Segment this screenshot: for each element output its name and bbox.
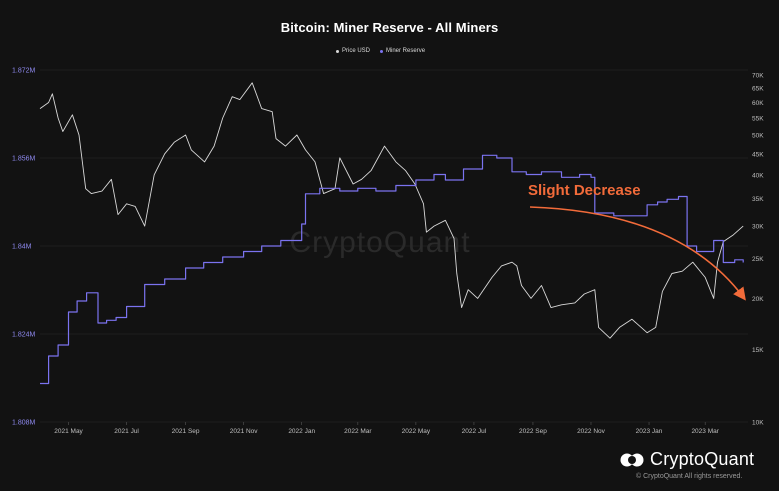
- legend-item-price[interactable]: Price USD: [336, 48, 370, 54]
- x-axis: 2021 May 2021 Jul 2021 Sep 2021 Nov 2022 Jan…: [54, 422, 720, 435]
- right-axis-tick-label: 65K: [752, 86, 764, 93]
- right-axis-tick-label: 10K: [752, 420, 764, 427]
- annotation-text: Slight Decrease: [528, 182, 641, 199]
- left-axis-tick-label: 1.808M: [12, 420, 36, 427]
- legend-item-reserve[interactable]: Miner Reserve: [380, 48, 425, 54]
- left-axis-tick-label: 1.84M: [12, 244, 32, 251]
- right-axis-tick-label: 35K: [752, 196, 764, 203]
- right-axis-tick-label: 45K: [752, 151, 764, 158]
- right-axis: 10K 15K 20K 25K 30K 35K 40K 45K 50K 55K 60K 65K 70K: [752, 73, 764, 427]
- watermark: CryptoQuant: [289, 226, 470, 259]
- right-axis-tick-label: 50K: [752, 133, 764, 140]
- series-line-price-usd: [39, 82, 744, 339]
- cryptoquant-logo-icon: [620, 453, 644, 466]
- annotation-arrow: [529, 206, 746, 301]
- copyright-text: © CryptoQuant All rights reserved.: [636, 473, 743, 480]
- x-axis-tick-label: 2022 Mar: [344, 428, 372, 435]
- chart-title: Bitcoin: Miner Reserve - All Miners: [280, 20, 499, 35]
- left-axis-tick-label: 1.824M: [12, 332, 36, 339]
- x-axis-tick-label: 2021 May: [54, 428, 83, 435]
- chart-legend: Price USD Miner Reserve: [336, 48, 425, 54]
- x-axis-tick-label: 2021 Sep: [172, 428, 200, 435]
- annotation: Slight Decrease: [528, 182, 746, 301]
- right-axis-tick-label: 20K: [752, 296, 764, 303]
- x-axis-tick-label: 2021 Nov: [230, 428, 259, 435]
- x-axis-tick-label: 2023 Jan: [636, 428, 663, 435]
- right-axis-tick-label: 60K: [752, 100, 764, 107]
- watermark-text: CryptoQuant: [289, 226, 470, 259]
- left-axis-tick-label: 1.856M: [12, 156, 36, 163]
- x-axis-tick-label: 2023 Mar: [691, 428, 719, 435]
- left-axis: 1.808M 1.824M 1.84M 1.856M 1.872M: [12, 68, 36, 427]
- x-axis-tick-label: 2022 Sep: [519, 428, 547, 435]
- right-axis-tick-label: 30K: [752, 224, 764, 231]
- right-axis-tick-label: 25K: [752, 256, 764, 263]
- series-line-miner-reserve: [40, 154, 744, 385]
- x-axis-tick-label: 2022 Nov: [577, 428, 606, 435]
- right-axis-tick-label: 15K: [752, 347, 764, 354]
- x-axis-tick-label: 2021 Jul: [114, 428, 139, 435]
- series-layer: [39, 82, 744, 385]
- right-axis-tick-label: 70K: [752, 73, 764, 80]
- x-axis-tick-label: 2022 Jan: [288, 428, 315, 435]
- left-axis-tick-label: 1.872M: [12, 68, 36, 75]
- x-axis-tick-label: 2022 Jul: [462, 428, 487, 435]
- right-axis-tick-label: 40K: [752, 172, 764, 179]
- x-axis-tick-label: 2022 May: [402, 428, 431, 435]
- grid-lines: [40, 69, 748, 423]
- legend-label-price: Price USD: [342, 48, 371, 54]
- right-axis-tick-label: 55K: [752, 116, 764, 123]
- brand-logo-block: CryptoQuant: [620, 449, 754, 470]
- legend-swatch-reserve: [380, 49, 384, 53]
- legend-swatch-price: [336, 49, 339, 53]
- brand-name: CryptoQuant: [650, 449, 755, 469]
- legend-label-reserve: Miner Reserve: [386, 48, 426, 54]
